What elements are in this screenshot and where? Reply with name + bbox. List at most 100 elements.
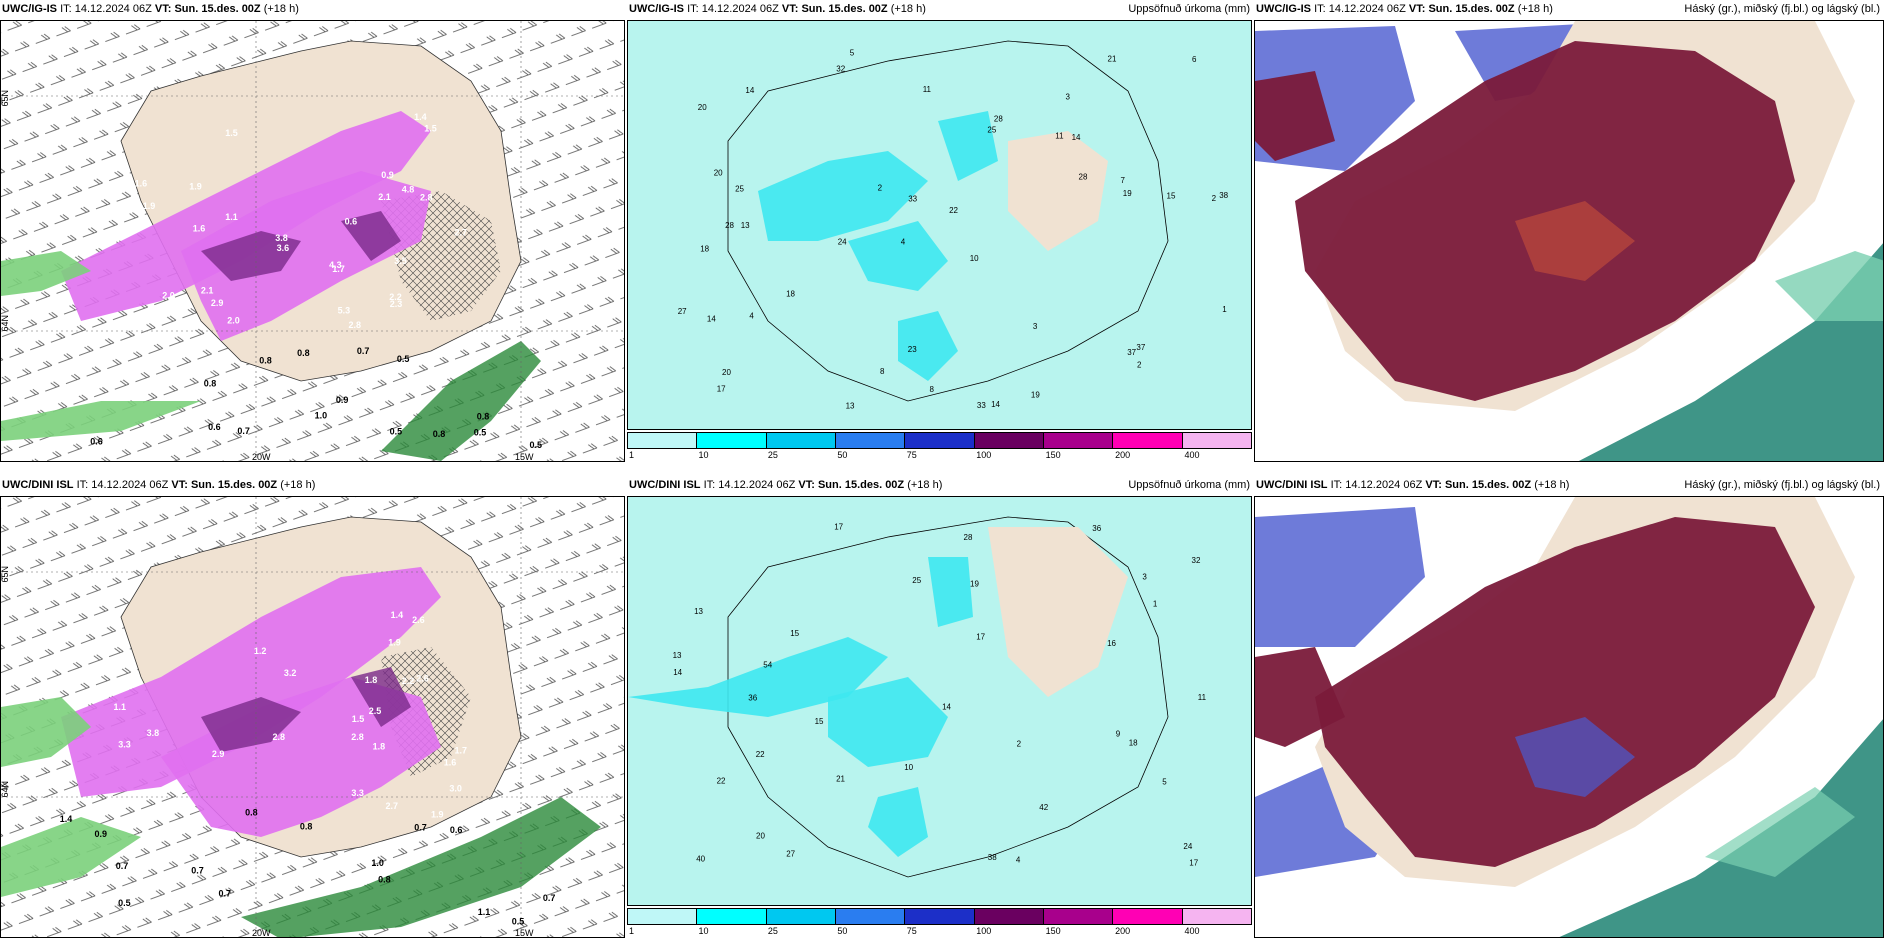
map-value-label: 1.6 bbox=[444, 757, 457, 767]
lon-label-15w: 15W bbox=[515, 928, 534, 938]
map-value-label: 5 bbox=[850, 49, 855, 58]
lon-label-20w: 20W bbox=[252, 928, 271, 938]
map-value-label: 11 bbox=[923, 85, 932, 94]
map-value-label: 1.8 bbox=[373, 742, 386, 752]
map-value-label: 20 bbox=[714, 169, 723, 178]
map-value-label: 33 bbox=[908, 195, 917, 204]
panel-top-right-cloud: UWC/IG-IS IT: 14.12.2024 06Z VT: Sun. 15… bbox=[1254, 0, 1884, 462]
colorbar-tick-label: 400 bbox=[1184, 450, 1200, 460]
map-value-label: 28 bbox=[964, 533, 973, 542]
map-value-label: 0.7 bbox=[414, 823, 427, 833]
map-value-label: 27 bbox=[678, 307, 687, 316]
map-value-label: 0.8 bbox=[300, 822, 313, 832]
snow-band-1 bbox=[61, 567, 441, 797]
colorbar-tick-label: 150 bbox=[1045, 926, 1061, 936]
map-value-label: 2.3 bbox=[390, 299, 403, 309]
map-value-label: 4 bbox=[1016, 855, 1021, 864]
map-value-label: 38 bbox=[988, 853, 997, 862]
colorbar-tick-label: 25 bbox=[767, 926, 778, 936]
map-value-label: 40 bbox=[696, 855, 705, 864]
map-value-label: 3.3 bbox=[118, 740, 131, 750]
panel-title: UWC/DINI ISL IT: 14.12.2024 06Z VT: Sun.… bbox=[2, 479, 316, 491]
map-value-label: 18 bbox=[786, 290, 795, 299]
map-value-label: 22 bbox=[717, 777, 726, 786]
map-value-label: 4.3 bbox=[329, 260, 342, 270]
colorbar-tick-label: 400 bbox=[1184, 926, 1200, 936]
map-value-label: 0.7 bbox=[116, 861, 129, 871]
map-value-label: 3.2 bbox=[284, 668, 297, 678]
map-value-label: 25 bbox=[987, 125, 996, 134]
colorbar-tick-label: 100 bbox=[976, 450, 992, 460]
map-value-label: 19 bbox=[1031, 391, 1040, 400]
map-value-label: 0.5 bbox=[474, 428, 487, 438]
map-frame[interactable]: 5 3 15 18 16 21 22 14 15 13 17 25 24 19 20 22 17 36 40 42 38… bbox=[627, 496, 1252, 906]
map-value-label: 24 bbox=[838, 237, 847, 246]
map-frame[interactable] bbox=[1254, 496, 1884, 938]
rain-band-2 bbox=[1, 401, 201, 441]
map-value-label: 2.8 bbox=[351, 732, 364, 742]
map-value-label: 28 bbox=[1079, 172, 1088, 181]
map-value-label: 1.4 bbox=[414, 112, 427, 122]
map-value-label: 14 bbox=[673, 668, 682, 677]
rain-band-1 bbox=[1, 697, 91, 767]
map-value-label: 20 bbox=[756, 832, 765, 841]
map-value-label: 1.6 bbox=[135, 179, 148, 189]
map-frame[interactable]: 2.8 1.5 2.1 1.9 4.8 5.3 2.7 1.1 3.6 2.9 2.0 1.6 3.8 4… bbox=[0, 20, 625, 462]
panel-top-left-snow-wind: UWC/IG-IS IT: 14.12.2024 06Z VT: Sun. 15… bbox=[0, 0, 627, 462]
panel-bottom-middle-precip: UWC/DINI ISL IT: 14.12.2024 06Z VT: Sun.… bbox=[627, 476, 1254, 936]
rain-band-1 bbox=[1, 251, 91, 296]
map-value-label: 15 bbox=[790, 629, 799, 638]
map-value-label: 1.9 bbox=[189, 182, 202, 192]
panel-title: UWC/IG-IS IT: 14.12.2024 06Z VT: Sun. 15… bbox=[2, 3, 299, 15]
map-value-label: 0.6 bbox=[90, 437, 103, 447]
map-value-label: 14 bbox=[745, 86, 754, 95]
map-value-label: 25 bbox=[912, 576, 921, 585]
map-value-label: 0.8 bbox=[204, 378, 217, 388]
map-value-label: 16 bbox=[1107, 639, 1116, 648]
map-value-label: 2.9 bbox=[211, 298, 224, 308]
map-value-label: 21 bbox=[836, 775, 845, 784]
map-value-label: 0.5 bbox=[118, 898, 131, 908]
map-value-label: 37 bbox=[1136, 343, 1145, 352]
map-value-label: 3 bbox=[1066, 93, 1071, 102]
map-value-label: 1.1 bbox=[114, 702, 127, 712]
cloud-map bbox=[1255, 21, 1883, 461]
map-value-label: 17 bbox=[1189, 858, 1198, 867]
map-value-label: 15 bbox=[815, 717, 824, 726]
map-value-label: 0.8 bbox=[477, 411, 490, 421]
map-value-label: 5 bbox=[1162, 778, 1167, 787]
lon-label-15w: 15W bbox=[515, 452, 534, 462]
map-value-label: 13 bbox=[673, 651, 682, 660]
map-value-label: 19 bbox=[1123, 189, 1132, 198]
map-value-label: 17 bbox=[717, 384, 726, 393]
map-value-label: 2.9 bbox=[212, 749, 225, 759]
map-frame[interactable]: 5 3 2 4 10 13 20 11 18 25 22 17 32 24 33 14 23 21 28 18 25 28… bbox=[627, 20, 1252, 430]
map-value-label: 1.8 bbox=[365, 675, 378, 685]
map-value-label: 0.8 bbox=[433, 429, 446, 439]
map-value-label: 25 bbox=[735, 185, 744, 194]
map-value-label: 0.8 bbox=[259, 355, 272, 365]
map-value-label: 1.5 bbox=[352, 714, 365, 724]
map-value-label: 10 bbox=[970, 254, 979, 263]
precip-area-2 bbox=[828, 677, 948, 767]
map-value-label: 0.7 bbox=[543, 893, 556, 903]
map-value-label: 3.6 bbox=[277, 243, 290, 253]
low-cloud bbox=[1578, 243, 1883, 461]
map-value-label: 20 bbox=[698, 103, 707, 112]
map-value-label: 2.7 bbox=[455, 228, 468, 238]
map-value-label: 10 bbox=[904, 763, 913, 772]
precip-area-2 bbox=[848, 221, 948, 291]
colorbar-tick-label: 75 bbox=[906, 450, 917, 460]
map-value-label: 0.9 bbox=[381, 170, 394, 180]
colorbar-tick-label: 1 bbox=[629, 450, 635, 460]
precip-area-4 bbox=[938, 111, 998, 181]
map-frame[interactable] bbox=[1254, 20, 1884, 462]
map-value-label: 21 bbox=[1108, 55, 1117, 64]
map-value-label: 4 bbox=[901, 238, 906, 247]
map-frame[interactable]: 2.8 1.7 2.2 1.6 3.3 1.9 2.6 3.2 3.0 2.7 2.5 1.5 3.3 1… bbox=[0, 496, 625, 938]
precip-area-1 bbox=[758, 151, 928, 241]
rain-band-3 bbox=[241, 797, 601, 937]
colorbar bbox=[627, 908, 1252, 925]
colorbar bbox=[627, 432, 1252, 449]
colorbar-tick-label: 150 bbox=[1045, 450, 1061, 460]
